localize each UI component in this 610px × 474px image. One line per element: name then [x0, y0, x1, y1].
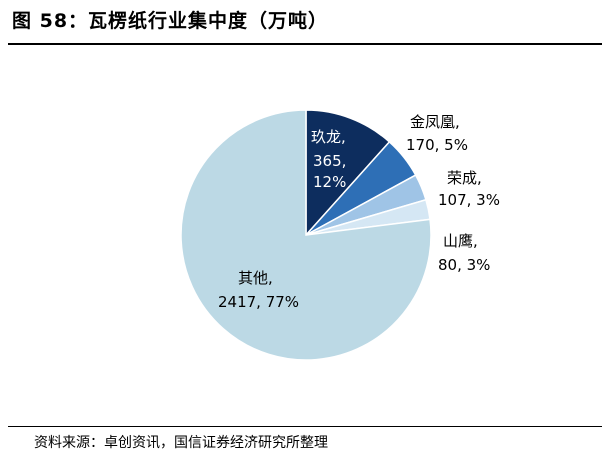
slice-label-jiulong-value: 365,	[313, 152, 346, 170]
pie-slice-qita	[180, 109, 432, 361]
slice-label-rongcheng-value: 107, 3%	[438, 191, 500, 209]
title-divider	[8, 43, 602, 45]
slice-label-jinfenghuang-name: 金凤凰,	[410, 113, 460, 131]
slice-label-qita-value: 2417, 77%	[218, 293, 299, 311]
slice-label-jiulong-name: 玖龙,	[311, 128, 346, 146]
footer-divider	[8, 426, 602, 427]
slice-label-rongcheng-name: 荣成,	[447, 169, 482, 187]
pie-labels: 玖龙, 365, 12% 金凤凰, 170, 5% 荣成, 107, 3% 山鹰…	[218, 113, 500, 311]
pie-slice-jiulong	[305, 109, 391, 237]
slice-label-shanying-value: 80, 3%	[438, 256, 490, 274]
title-bar: 图 58：瓦楞纸行业集中度（万吨）	[0, 0, 610, 44]
pie-slices	[180, 109, 432, 361]
source-note: 资料来源：卓创资讯，国信证券经济研究所整理	[34, 435, 328, 451]
slice-label-qita-name: 其他,	[238, 269, 273, 287]
slice-label-jiulong-percent: 12%	[313, 173, 346, 191]
slice-label-jinfenghuang-value: 170, 5%	[406, 136, 468, 154]
slice-label-shanying-name: 山鹰,	[443, 232, 478, 250]
figure-title: 图 58：瓦楞纸行业集中度（万吨）	[12, 10, 329, 32]
